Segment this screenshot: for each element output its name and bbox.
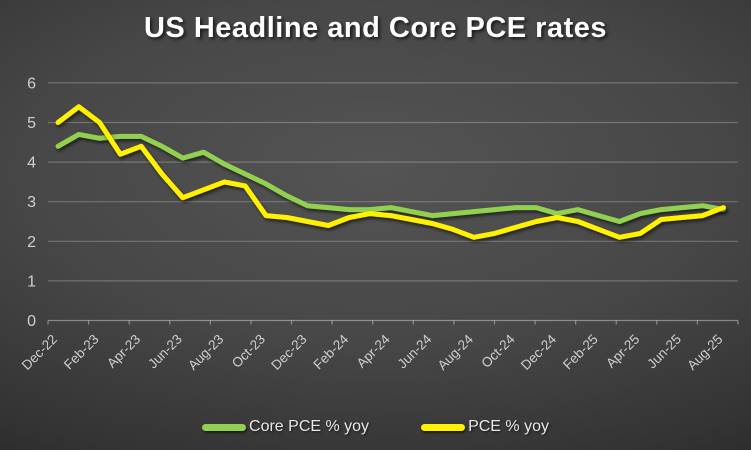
- y-tick-label: 2: [27, 234, 36, 251]
- x-tick-label: Apr-25: [603, 332, 642, 371]
- legend: Core PCE % yoy PCE % yoy: [0, 418, 751, 436]
- legend-item-core-pce: Core PCE % yoy: [202, 418, 369, 436]
- data-series-lines: [55, 104, 726, 240]
- x-tick-label: Dec-23: [268, 332, 309, 373]
- y-tick-label: 4: [27, 155, 36, 172]
- gridlines: [47, 82, 739, 325]
- x-tick-label: Oct-23: [229, 332, 268, 371]
- x-tick-label: Aug-24: [435, 331, 477, 373]
- x-tick-label: Dec-22: [19, 332, 60, 373]
- pce-line: [55, 104, 726, 240]
- legend-swatch-pce-line: [421, 423, 466, 431]
- x-tick-label: Feb-24: [310, 331, 351, 372]
- core-pce-line: [55, 131, 726, 224]
- x-tick-label: Apr-23: [104, 332, 143, 371]
- y-tick-label: 0: [27, 313, 36, 330]
- x-tick-label: Jun-23: [145, 332, 185, 372]
- x-tick-label: Aug-23: [185, 332, 226, 373]
- y-tick-label: 3: [27, 194, 36, 211]
- legend-swatch-core-pce-line: [202, 423, 247, 431]
- x-tick-label: Aug-25: [684, 332, 725, 373]
- y-tick-label: 6: [27, 75, 36, 92]
- legend-item-pce: PCE % yoy: [421, 418, 549, 436]
- legend-label-pce: PCE % yoy: [468, 418, 549, 435]
- x-axis-tick-labels: Dec-22 Feb-23 Apr-23 Jun-23 Aug-23 Oct-23 Dec-…: [19, 331, 726, 373]
- x-tick-label: Feb-23: [61, 332, 102, 373]
- x-tick-label: Jun-25: [644, 332, 684, 372]
- y-tick-label: 1: [27, 273, 36, 290]
- x-tick-label: Oct-24: [478, 331, 518, 371]
- x-tick-label: Jun-24: [395, 331, 435, 371]
- x-tick-label: Apr-24: [354, 331, 394, 371]
- y-axis-tick-labels: 0 1 2 3 4 5 6: [27, 75, 36, 330]
- x-tick-label: Feb-25: [560, 332, 601, 373]
- legend-label-core-pce: Core PCE % yoy: [249, 418, 370, 435]
- y-tick-label: 5: [27, 115, 36, 132]
- x-tick-label: Dec-24: [518, 331, 560, 373]
- chart-title: US Headline and Core PCE rates: [143, 12, 608, 44]
